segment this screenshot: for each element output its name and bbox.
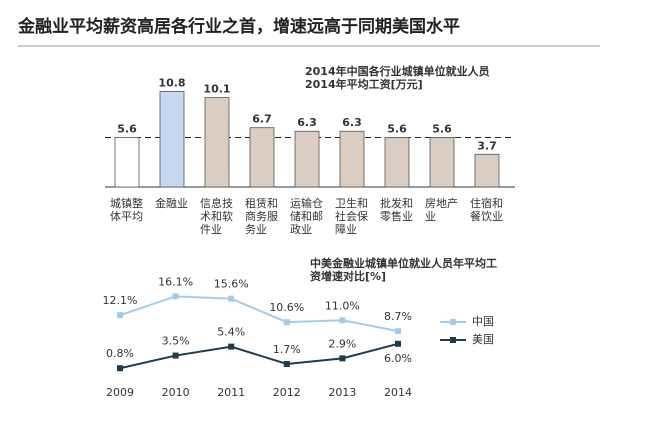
legend-label: 美国: [472, 333, 494, 346]
legend-marker: [450, 319, 456, 325]
category-label: 城镇整体平均: [110, 197, 143, 223]
category-label: 租赁和商务服务业: [245, 197, 278, 236]
value-label: 12.1%: [103, 294, 138, 307]
category-label: 批发和零售业: [380, 197, 413, 223]
x-tick-label: 2012: [273, 386, 301, 399]
category-label: 运输仓储和邮政业: [290, 197, 323, 236]
bar: [339, 130, 365, 188]
value-label: 8.7%: [384, 310, 412, 323]
marker: [339, 355, 346, 362]
bar: [384, 137, 410, 188]
value-label: 10.6%: [269, 301, 304, 314]
value-label: 5.6: [117, 122, 137, 135]
x-tick-label: 2011: [217, 386, 245, 399]
marker: [283, 361, 290, 368]
marker: [339, 317, 346, 324]
value-label: 10.1: [203, 83, 230, 96]
bar: [249, 127, 275, 188]
bar: [474, 153, 500, 188]
chart-title: 2014年中国各行业城镇单位就业人员2014年平均工资[万元]: [305, 65, 490, 91]
value-label: 3.7: [477, 139, 497, 152]
value-label: 5.6: [432, 122, 452, 135]
bar: [159, 91, 185, 188]
value-label: 10.8: [158, 76, 185, 89]
value-label: 0.8%: [106, 347, 134, 360]
marker: [117, 312, 123, 319]
value-label: 5.4%: [217, 326, 245, 339]
marker: [228, 295, 235, 302]
category-label: 住宿和餐饮业: [470, 197, 503, 223]
value-label: 6.0%: [384, 352, 412, 365]
value-label: 6.3: [342, 116, 362, 129]
value-label: 6.7: [252, 113, 272, 126]
bar: [204, 97, 230, 188]
value-label: 15.6%: [214, 278, 249, 291]
chart-title: 中美金融业城镇单位就业人员年平均工资增速对比[%]: [310, 257, 497, 283]
value-label: 16.1%: [158, 275, 193, 288]
bar: [294, 130, 320, 188]
value-label: 11.0%: [325, 299, 360, 312]
category-label: 卫生和社会保障业: [335, 197, 368, 236]
marker: [172, 293, 179, 300]
slide-title: 金融业平均薪资高居各行业之首，增速远高于同期美国水平: [18, 17, 460, 37]
marker: [395, 328, 401, 335]
x-tick-label: 2010: [162, 386, 190, 399]
legend-marker: [450, 337, 456, 343]
marker: [395, 340, 401, 347]
value-label: 6.3: [297, 116, 317, 129]
value-label: 3.5%: [162, 335, 190, 348]
value-label: 2.9%: [328, 337, 356, 350]
value-label: 1.7%: [273, 343, 301, 356]
bar: [114, 137, 140, 188]
category-label: 信息技术和软件业: [200, 197, 233, 236]
marker: [172, 352, 179, 359]
line: [119, 342, 399, 370]
marker: [117, 365, 123, 372]
line: [119, 295, 399, 333]
marker: [228, 343, 235, 350]
legend-label: 中国: [472, 315, 494, 328]
x-tick-label: 2014: [384, 386, 412, 399]
marker: [283, 319, 290, 326]
x-tick-label: 2009: [106, 386, 134, 399]
x-tick-label: 2013: [328, 386, 356, 399]
value-label: 5.6: [387, 122, 407, 135]
category-label: 金融业: [155, 197, 188, 210]
category-label: 房地产业: [425, 197, 458, 223]
bar: [429, 137, 455, 188]
